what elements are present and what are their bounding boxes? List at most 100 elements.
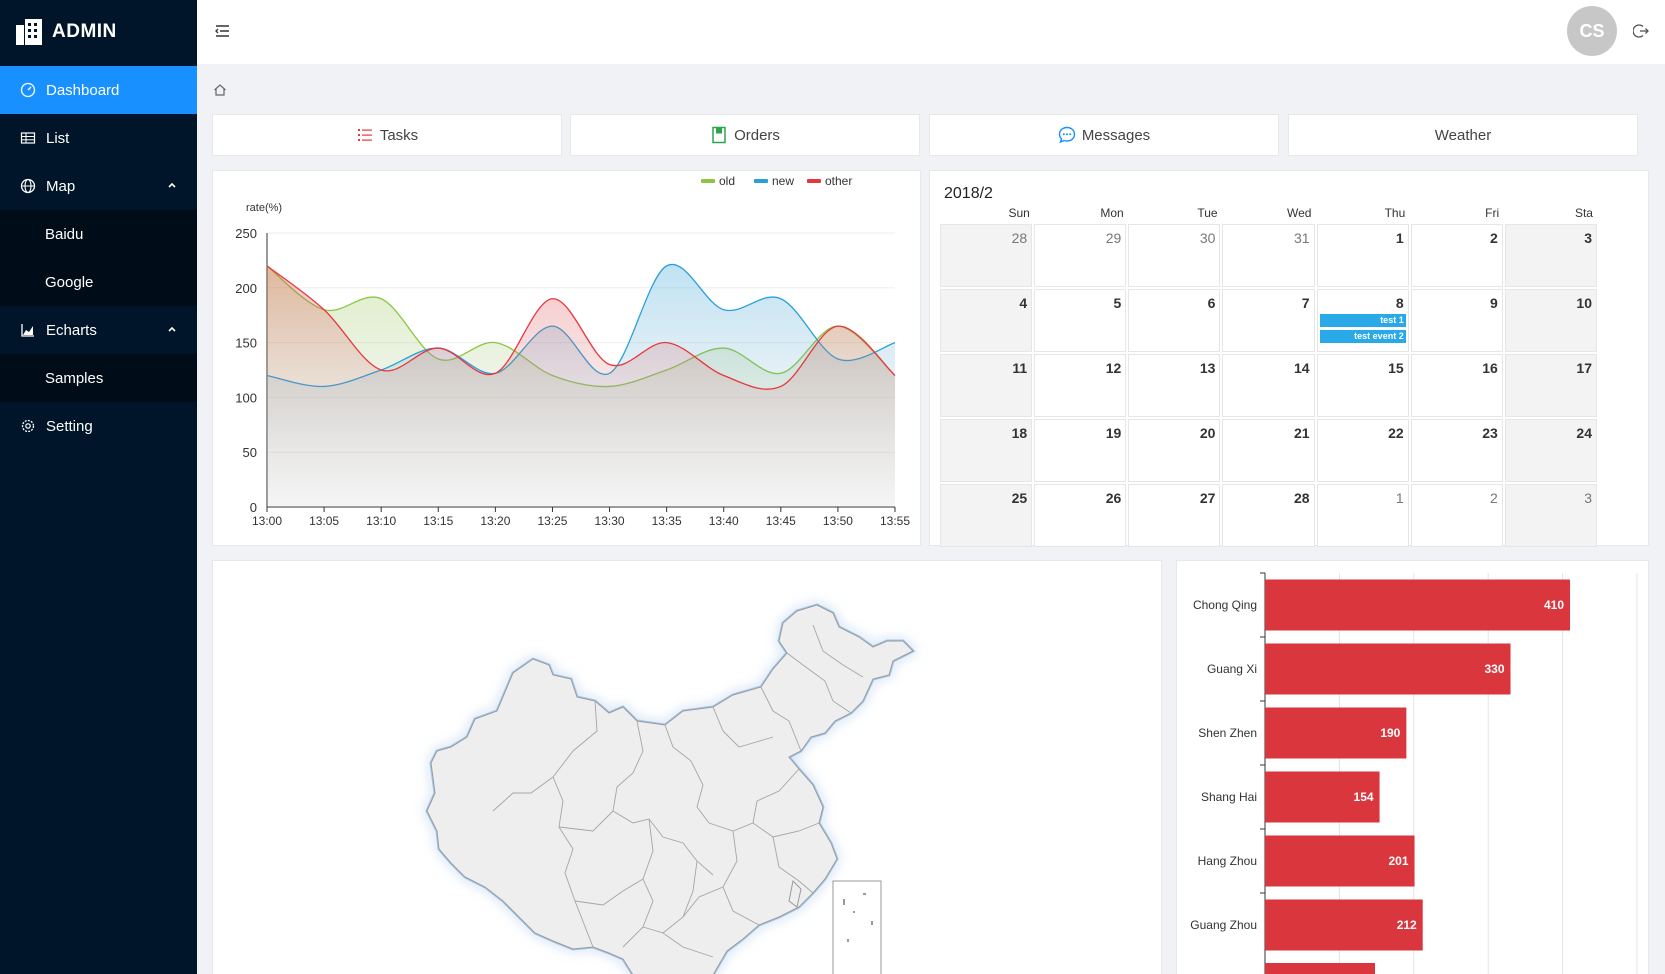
day-number: 9 bbox=[1490, 295, 1498, 311]
calendar-event[interactable]: test 1 bbox=[1319, 314, 1406, 327]
category-label: Hang Zhou bbox=[1198, 854, 1257, 868]
south-sea-islands bbox=[843, 893, 873, 942]
calendar-day-cell[interactable]: 1 bbox=[1316, 224, 1409, 287]
menu-item-map[interactable]: Map bbox=[0, 162, 197, 210]
messages-card[interactable]: Messages bbox=[929, 114, 1279, 156]
calendar-day-cell[interactable]: 2 bbox=[1410, 224, 1503, 287]
calendar-day-cell[interactable]: 20 bbox=[1128, 419, 1221, 482]
header: CS bbox=[197, 0, 1665, 64]
day-number: 19 bbox=[1105, 425, 1122, 441]
calendar-day-cell[interactable]: 22 bbox=[1316, 419, 1409, 482]
south-sea-inset bbox=[832, 880, 882, 974]
tasks-card[interactable]: Tasks bbox=[212, 114, 562, 156]
calendar-day-cell[interactable]: 9 bbox=[1410, 289, 1503, 352]
calendar-day-cell[interactable]: 2 bbox=[1410, 484, 1503, 547]
china-map[interactable] bbox=[213, 561, 1163, 974]
calendar-day-cell[interactable]: 15 bbox=[1316, 354, 1409, 417]
bar-value-label: 154 bbox=[1354, 790, 1374, 804]
menu-item-dashboard[interactable]: Dashboard bbox=[0, 66, 197, 114]
calendar-day-cell[interactable]: 27 bbox=[1128, 484, 1221, 547]
calendar-day-cell[interactable]: 1 bbox=[1316, 484, 1409, 547]
weather-card[interactable]: Weather bbox=[1288, 114, 1638, 156]
menu-item-list[interactable]: List bbox=[0, 114, 197, 162]
y-tick-label: 150 bbox=[235, 336, 257, 351]
calendar-day-cell[interactable]: 21 bbox=[1222, 419, 1315, 482]
logo-text: ADMIN bbox=[52, 21, 117, 42]
calendar-day-cell[interactable]: 19 bbox=[1034, 419, 1127, 482]
calendar-day-cell[interactable]: 3 bbox=[1504, 224, 1597, 287]
day-number: 3 bbox=[1584, 230, 1592, 246]
legend-swatch-old bbox=[701, 179, 715, 183]
logo[interactable]: ADMIN bbox=[0, 0, 197, 64]
category-label: Shen Zhen bbox=[1198, 726, 1257, 740]
bar-value-label: 201 bbox=[1389, 854, 1409, 868]
weekday-label: Fri bbox=[1485, 206, 1500, 220]
orders-card[interactable]: Orders bbox=[570, 114, 920, 156]
calendar-day-cell[interactable]: 13 bbox=[1128, 354, 1221, 417]
menu-fold-icon[interactable] bbox=[213, 22, 231, 40]
calendar-day-cell[interactable]: 18 bbox=[940, 419, 1033, 482]
logout-icon[interactable] bbox=[1633, 23, 1649, 39]
calendar-day-cell[interactable]: 12 bbox=[1034, 354, 1127, 417]
calendar-day-cell[interactable]: 4 bbox=[940, 289, 1033, 352]
day-number: 1 bbox=[1395, 490, 1404, 506]
sidebar: ADMIN Dashboard List Map Baidu Google Ec… bbox=[0, 0, 197, 974]
x-tick-label: 13:20 bbox=[480, 514, 510, 528]
book-icon bbox=[712, 126, 726, 144]
calendar-day-cell[interactable]: 28 bbox=[1222, 484, 1315, 547]
card-label: Tasks bbox=[379, 126, 419, 144]
calendar-day-cell[interactable]: 28 bbox=[940, 224, 1033, 287]
day-number: 14 bbox=[1293, 360, 1310, 376]
weekday-label: Tue bbox=[1197, 206, 1218, 220]
series-line-other bbox=[266, 265, 896, 390]
menu-item-samples[interactable]: Samples bbox=[0, 354, 197, 402]
bar bbox=[1265, 579, 1571, 631]
china-map-panel bbox=[212, 560, 1162, 974]
calendar-day-cell[interactable]: 31 bbox=[1222, 224, 1315, 287]
category-label: Guang Zhou bbox=[1190, 918, 1257, 932]
bar bbox=[1265, 835, 1415, 887]
day-number: 26 bbox=[1105, 490, 1122, 506]
calendar-day-cell[interactable]: 3 bbox=[1504, 484, 1597, 547]
bar-value-label: 190 bbox=[1380, 726, 1400, 740]
calendar-day-cell[interactable]: 30 bbox=[1128, 224, 1221, 287]
y-tick-label: 200 bbox=[235, 281, 257, 296]
legend-label-other: other bbox=[825, 174, 852, 188]
menu-item-google[interactable]: Google bbox=[0, 258, 197, 306]
weekday-label: Sta bbox=[1574, 206, 1593, 220]
menu-item-echarts[interactable]: Echarts bbox=[0, 306, 197, 354]
calendar-day-cell[interactable]: 16 bbox=[1410, 354, 1503, 417]
calendar-day-cell[interactable]: 23 bbox=[1410, 419, 1503, 482]
calendar-day-cell[interactable]: 5 bbox=[1034, 289, 1127, 352]
menu-item-label: List bbox=[46, 129, 70, 147]
calendar-day-cell[interactable]: 10 bbox=[1504, 289, 1597, 352]
calendar-day-cell[interactable]: 6 bbox=[1128, 289, 1221, 352]
calendar-day-cell[interactable]: 8 test 1 test event 2 bbox=[1316, 289, 1409, 352]
day-number: 6 bbox=[1207, 295, 1216, 311]
day-number: 2 bbox=[1490, 490, 1498, 506]
home-icon[interactable] bbox=[213, 83, 227, 97]
menu-item-setting[interactable]: Setting bbox=[0, 402, 197, 450]
calendar-day-cell[interactable]: 25 bbox=[940, 484, 1033, 547]
calendar-day-cell[interactable]: 24 bbox=[1504, 419, 1597, 482]
legend-label-new: new bbox=[772, 174, 794, 188]
calendar-day-cell[interactable]: 17 bbox=[1504, 354, 1597, 417]
bar bbox=[1265, 643, 1511, 695]
calendar-day-cell[interactable]: 7 bbox=[1222, 289, 1315, 352]
menu-item-baidu[interactable]: Baidu bbox=[0, 210, 197, 258]
avatar[interactable]: CS bbox=[1567, 6, 1617, 56]
day-number: 25 bbox=[1011, 490, 1028, 506]
calendar-event[interactable]: test event 2 bbox=[1319, 330, 1406, 343]
series-area-other bbox=[267, 265, 895, 507]
x-tick-label: 13:35 bbox=[652, 514, 682, 528]
calendar-day-cell[interactable]: 11 bbox=[940, 354, 1033, 417]
calendar-weekday-header: Sun Mon Tue Wed Thu Fri Sta bbox=[940, 206, 1597, 222]
calendar-day-cell[interactable]: 26 bbox=[1034, 484, 1127, 547]
chevron-up-icon bbox=[168, 182, 176, 188]
calendar-day-cell[interactable]: 14 bbox=[1222, 354, 1315, 417]
calendar-day-cell[interactable]: 29 bbox=[1034, 224, 1127, 287]
echarts-submenu: Samples bbox=[0, 354, 197, 402]
day-number: 27 bbox=[1199, 490, 1216, 506]
day-number: 12 bbox=[1105, 360, 1122, 376]
x-tick-label: 13:05 bbox=[309, 514, 339, 528]
